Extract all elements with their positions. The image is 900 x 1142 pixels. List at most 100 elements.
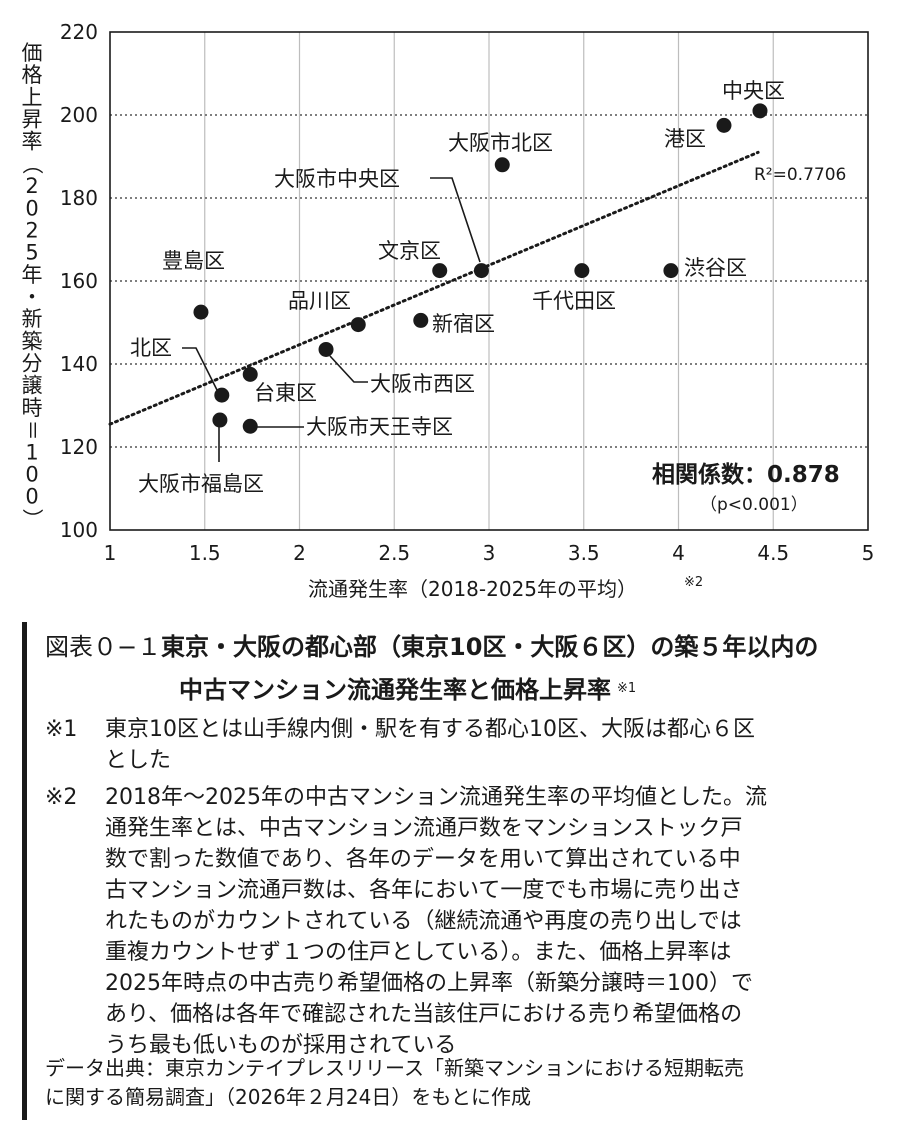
note-2-line: 重複カウントせず１つの住戸としている）。また、価格上昇率は (105, 940, 732, 965)
note-2-mark: ※2 (45, 785, 78, 810)
point-label: 中央区 (722, 79, 785, 103)
scatter-chart: 1 1.5 2 2.5 3 3.5 4 4.5 5100120140160180200220流通… (20, 20, 874, 601)
y-axis-title-char: 0 (25, 462, 38, 486)
source-line: データ出典：東京カンテイプレスリリース「新築マンションにおける短期転売 (45, 1056, 744, 1080)
y-tick-label: 220 (60, 20, 98, 44)
note-2-line: 2018年〜2025年の中古マンション流通発生率の平均値とした。流 (105, 785, 767, 810)
figure-label: 図表０−１ (45, 633, 162, 661)
y-axis-title-char: 上 (22, 85, 43, 109)
note-2-text: 2018年〜2025年の中古マンション流通発生率の平均値とした。流 通発生率とは… (105, 782, 895, 1061)
y-axis-title-char: 1 (25, 440, 38, 464)
note-2-line: あり、価格は各年で確認された当該住戸における売り希望価格の (105, 1002, 743, 1027)
grid (110, 32, 868, 530)
y-axis-title-char: ＝ (20, 420, 44, 441)
trendline-path (108, 150, 760, 426)
point-label: 北区 (130, 336, 172, 360)
note-2-line: うち最も低いものが採用されている (105, 1033, 457, 1058)
leader-line (329, 355, 368, 383)
x-tick-label: 4 (672, 541, 685, 565)
point-label: 千代田区 (532, 289, 616, 313)
figure-title-line1: 東京・大阪の都心部（東京10区・大阪６区）の築５年以内の (161, 633, 819, 661)
x-tick-label: 5 (862, 541, 875, 565)
data-point (350, 317, 366, 333)
y-axis-title-char: 譲 (22, 374, 43, 398)
y-axis-title-char: ） (20, 508, 44, 529)
x-tick-label: 3 (483, 541, 496, 565)
note-1-text: 東京10区とは山手線内側・駅を有する都心10区、大阪は都心６区 とした (105, 714, 895, 776)
chart-annotations: 相関係数：0.878 （p<0.001） (652, 462, 840, 515)
y-axis-title-char: 率 (22, 130, 43, 154)
y-tick-label: 180 (60, 186, 98, 210)
x-tick-label: 1.5 (189, 541, 221, 565)
point-label: 渋谷区 (684, 256, 747, 280)
x-tick-label: 2.5 (378, 541, 410, 565)
p-value-label: （p<0.001） (700, 495, 808, 515)
y-tick-label: 140 (60, 352, 98, 376)
data-point (574, 263, 590, 279)
title-note-mark: ※1 (617, 681, 637, 696)
y-axis-title-char: 築 (22, 329, 43, 353)
data-point (413, 312, 429, 328)
note-1-line: 東京10区とは山手線内側・駅を有する都心10区、大阪は都心６区 (105, 717, 755, 742)
r-squared-label: R²=0.7706 (754, 165, 846, 185)
note-2-line: 数で割った数値であり、各年のデータを用いて算出されている中 (105, 847, 741, 872)
data-point (242, 418, 258, 434)
x-tick-label: 4.5 (757, 541, 789, 565)
y-axis-title-char: 新 (22, 307, 43, 331)
axes: 1 1.5 2 2.5 3 3.5 4 4.5 5100120140160180200220流通… (20, 20, 874, 601)
y-tick-label: 120 (60, 435, 98, 459)
data-point (242, 366, 258, 382)
point-label: 大阪市北区 (448, 131, 553, 155)
leader-line (182, 347, 219, 393)
y-axis-title-char: 昇 (22, 108, 43, 132)
x-tick-label: 2 (293, 541, 306, 565)
y-axis-title-char: ・ (22, 285, 43, 309)
y-tick-label: 100 (60, 518, 98, 542)
point-label: 大阪市天王寺区 (306, 415, 453, 439)
y-axis-title-char: 年 (22, 263, 43, 287)
plot-frame (109, 31, 869, 531)
data-point (193, 304, 209, 320)
y-axis-title-char: 価 (22, 41, 43, 65)
x-axis-title-note: ※2 (684, 575, 703, 590)
point-label: 大阪市西区 (370, 372, 475, 396)
data-point (663, 263, 679, 279)
source-line: に関する簡易調査」（2026年２月24日）をもとに作成 (45, 1085, 531, 1109)
note-2-line: 通発生率とは、中古マンション流通戸数をマンションストック戸 (105, 816, 743, 841)
y-axis-title-char: 2 (25, 174, 38, 198)
y-axis-title-char: 時 (22, 396, 43, 420)
data-point (494, 157, 510, 173)
y-axis-title-char: 0 (25, 485, 38, 509)
data-point (432, 263, 448, 279)
figure-caption: 図表０−１東京・大阪の都心部（東京10区・大阪６区）の築５年以内の 中古マンショ… (22, 622, 878, 1120)
y-tick-label: 200 (60, 103, 98, 127)
data-points (193, 103, 768, 434)
trendline: R²=0.7706 (108, 150, 846, 426)
correlation-label: 相関係数：0.878 (652, 462, 840, 488)
y-axis-title-char: 分 (22, 352, 43, 376)
y-axis-title-char: 格 (22, 63, 43, 87)
y-axis-title-char: 2 (25, 218, 38, 242)
y-tick-label: 160 (60, 269, 98, 293)
point-label: 大阪市中央区 (274, 167, 400, 191)
point-label: 文京区 (378, 239, 441, 263)
data-point (716, 117, 732, 133)
point-label: 豊島区 (162, 249, 225, 273)
note-1-line: とした (105, 748, 172, 773)
data-point (752, 103, 768, 119)
data-source: データ出典：東京カンテイプレスリリース「新築マンションにおける短期転売 に関する… (45, 1054, 885, 1112)
y-axis-title-char: 5 (25, 241, 38, 265)
data-point (318, 341, 334, 357)
x-axis-title: 流通発生率（2018-2025年の平均） (308, 577, 637, 601)
y-axis-title-char: 0 (25, 196, 38, 220)
leader-line (430, 177, 481, 263)
point-label: 台東区 (254, 381, 317, 405)
note-1-mark: ※1 (45, 717, 78, 742)
x-tick-label: 3.5 (568, 541, 600, 565)
note-2-line: 2025年時点の中古売り希望価格の上昇率（新築分譲時＝100）で (105, 971, 753, 996)
point-label: 品川区 (288, 289, 351, 313)
data-point (212, 412, 228, 428)
y-axis-title-char: （ (20, 153, 44, 174)
point-label: 大阪市福島区 (138, 472, 264, 496)
